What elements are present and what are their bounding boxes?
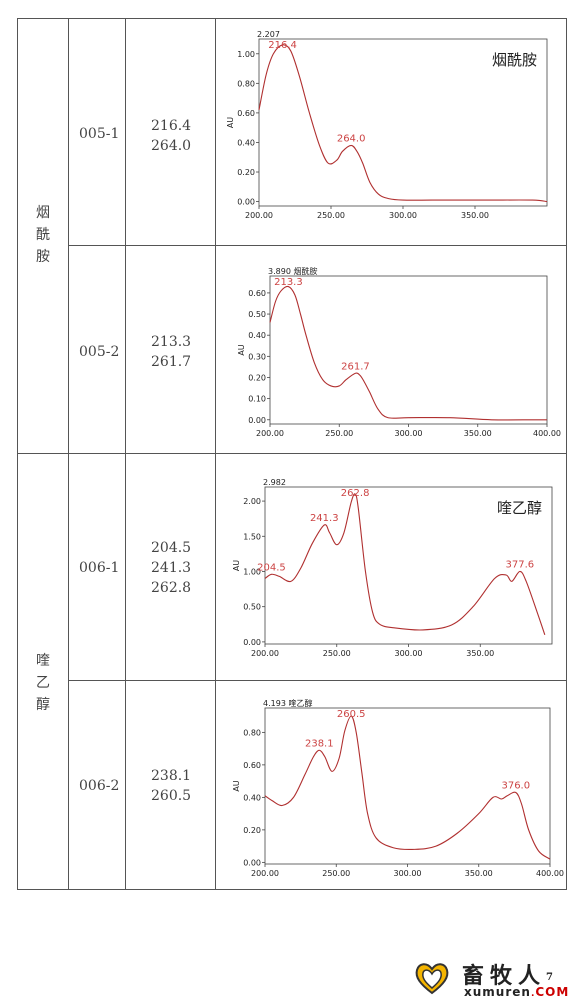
table-border-left xyxy=(17,18,18,890)
column-divider xyxy=(125,18,126,890)
peak-value: 241.3 xyxy=(151,560,192,576)
sample-code: 006-2 xyxy=(79,778,120,794)
spectra-table: 烟酰胺 喹乙醇 005-1 005-2 006-1 006-2 216.4 26… xyxy=(17,18,567,890)
table-border-top xyxy=(17,18,567,19)
peak-value: 216.4 xyxy=(151,118,192,134)
peak-value: 213.3 xyxy=(151,334,192,350)
row-divider xyxy=(69,680,567,681)
peak-value: 238.1 xyxy=(151,768,192,784)
compound-name: 烟酰胺 xyxy=(36,205,50,265)
peak-value: 260.5 xyxy=(151,788,192,804)
group-divider xyxy=(17,453,567,454)
sample-code: 005-1 xyxy=(79,126,120,142)
site-logo: 畜牧人7 xumuren.COM xyxy=(414,958,574,1000)
compound-name: 喹乙醇 xyxy=(36,653,50,713)
table-border-right xyxy=(566,18,567,890)
peak-value: 264.0 xyxy=(151,138,192,154)
peak-list: 204.5 241.3 262.8 xyxy=(151,538,191,598)
logo-text-en: xumuren.COM xyxy=(464,985,570,999)
row-divider xyxy=(69,245,567,246)
table-border-bottom xyxy=(17,889,567,890)
logo-text-cn: 畜牧人7 xyxy=(462,963,553,989)
peak-value: 262.8 xyxy=(151,580,192,596)
peak-list: 216.4 264.0 xyxy=(151,116,191,156)
peak-list: 238.1 260.5 xyxy=(151,766,191,806)
heart-logo-icon xyxy=(415,963,449,995)
column-divider xyxy=(68,18,69,890)
sample-code: 006-1 xyxy=(79,560,120,576)
peak-value: 261.7 xyxy=(151,354,192,370)
column-divider xyxy=(215,18,216,890)
peak-value: 204.5 xyxy=(151,540,192,556)
peak-list: 213.3 261.7 xyxy=(151,332,191,372)
sample-code: 005-2 xyxy=(79,344,120,360)
